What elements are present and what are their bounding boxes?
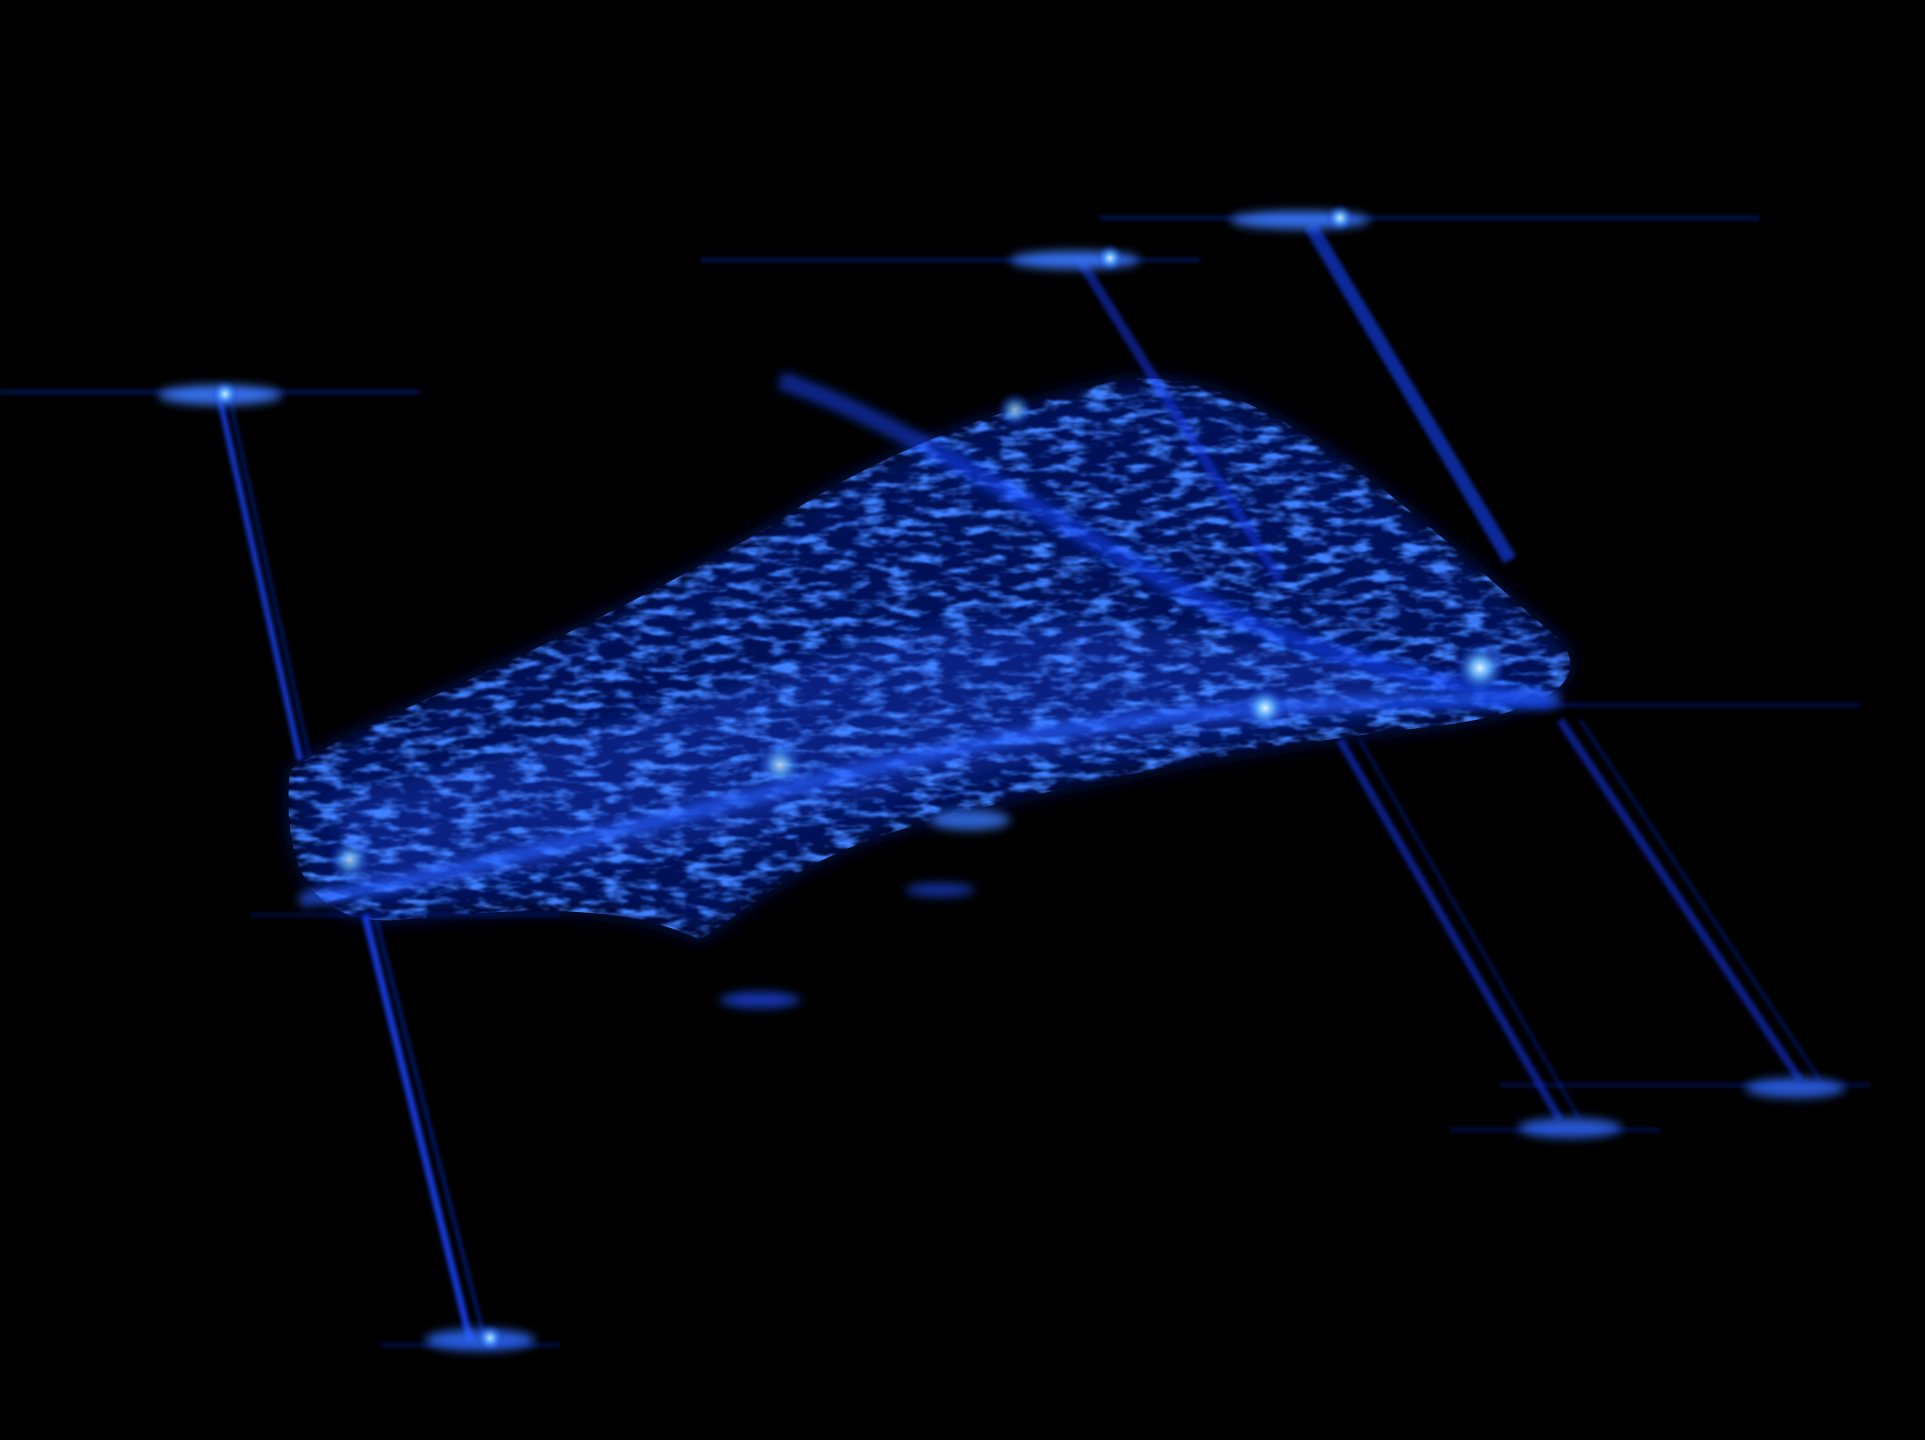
- table-legs: [217, 221, 1822, 1341]
- back-beam: [777, 371, 1551, 709]
- front-edge: [298, 693, 1561, 907]
- hot-spots: [211, 204, 1506, 1352]
